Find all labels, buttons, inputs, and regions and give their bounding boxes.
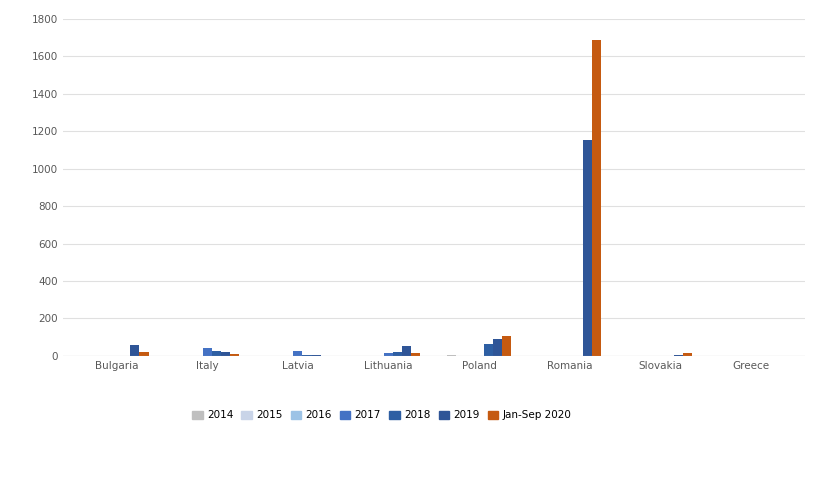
Bar (492, 338, 501, 356)
Bar (202, 348, 211, 356)
Legend: 2014, 2015, 2016, 2017, 2018, 2019, Jan-Sep 2020: 2014, 2015, 2016, 2017, 2018, 2019, Jan-… (188, 406, 575, 425)
Bar (591, 39, 600, 356)
Bar (302, 355, 311, 356)
Bar (483, 344, 492, 356)
Bar (582, 140, 591, 356)
Bar (220, 352, 230, 356)
Bar (410, 353, 419, 356)
Bar (293, 351, 302, 356)
Bar (673, 355, 682, 356)
Bar (130, 345, 139, 356)
Bar (501, 336, 510, 356)
Bar (392, 352, 401, 356)
Bar (401, 346, 410, 356)
Bar (311, 355, 320, 356)
Bar (139, 352, 148, 356)
Bar (383, 353, 392, 356)
Bar (682, 353, 691, 356)
Bar (211, 352, 220, 356)
Bar (230, 354, 239, 356)
